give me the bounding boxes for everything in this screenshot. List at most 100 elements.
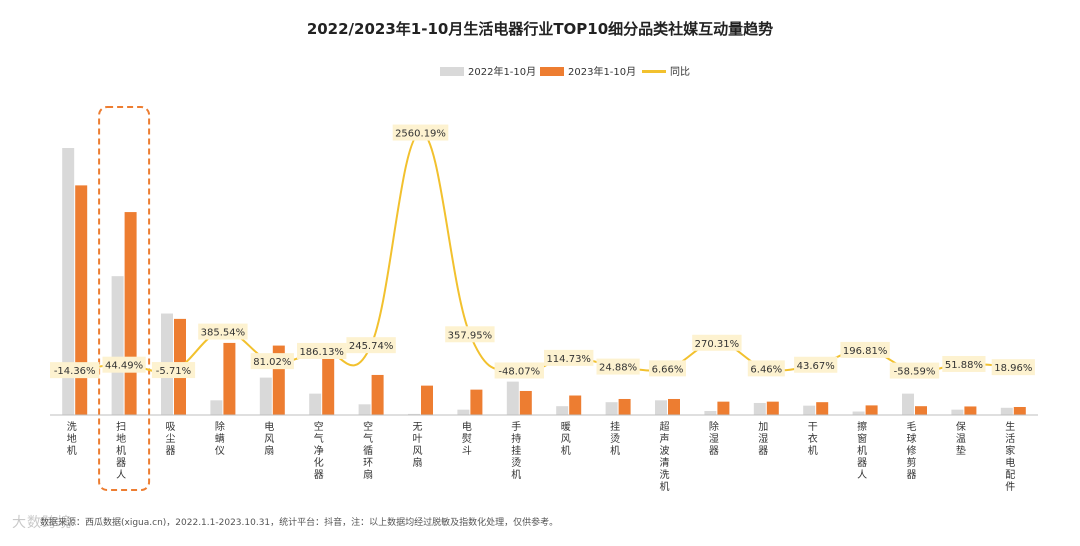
legend-swatch-0 — [440, 67, 464, 76]
x-tick-label-15: 干衣机 — [808, 422, 818, 457]
bar-2023-9 — [519, 390, 532, 415]
yoy-label-bg-10 — [544, 349, 594, 366]
x-tick-label-2: 吸尘器 — [166, 422, 176, 457]
yoy-label-bg-13 — [692, 334, 742, 351]
yoy-label-13: 270.31% — [692, 334, 742, 351]
yoy-label-text-1: 44.49% — [105, 361, 143, 372]
bar-2023-14 — [766, 401, 779, 415]
bar-2022-6 — [358, 404, 371, 415]
bar-2022-16 — [852, 411, 865, 415]
yoy-label-text-8: 357.95% — [448, 330, 493, 341]
yoy-label-bg-1 — [102, 356, 146, 373]
x-tick-label-8: 电熨斗 — [462, 420, 472, 457]
bar-2022-7 — [408, 413, 420, 415]
chart-legend: 2022年1-10月 2023年1-10月 同比 — [440, 65, 690, 78]
yoy-label-8: 357.95% — [445, 326, 495, 343]
bar-2022-5 — [309, 393, 322, 415]
yoy-label-1: 44.49% — [102, 356, 146, 373]
yoy-label-text-13: 270.31% — [695, 339, 740, 350]
yoy-label-0: -14.36% — [50, 362, 100, 379]
bar-2023-18 — [964, 406, 977, 415]
yoy-label-bg-4 — [250, 353, 294, 370]
x-tick-label-7: 无叶风扇 — [413, 422, 423, 469]
bar-2022-15 — [803, 405, 816, 415]
yoy-label-bg-16 — [840, 341, 890, 358]
x-tick-label-3: 除螨仪 — [215, 420, 225, 457]
yoy-label-16: 196.81% — [840, 341, 890, 358]
bar-2022-13 — [704, 410, 717, 415]
legend-swatch-1 — [540, 67, 564, 76]
yoy-label-bg-17 — [889, 362, 940, 379]
x-axis-tick-labels: 洗地机 扫地机器人 吸尘器 除螨仪 电风扇 空气净化器 空气循环扇 无叶风扇 电熨斗 手持挂烫机 暖… — [67, 420, 1016, 493]
yoy-label-text-2: -5.71% — [156, 366, 191, 377]
bar-2023-1 — [124, 212, 137, 415]
yoy-label-text-0: -14.36% — [54, 366, 96, 377]
yoy-label-bg-15 — [794, 356, 838, 373]
yoy-label-text-15: 43.67% — [797, 361, 835, 372]
bar-2023-15 — [816, 402, 829, 415]
x-tick-label-0: 洗地机 — [67, 421, 77, 457]
bar-2023-10 — [569, 395, 582, 415]
yoy-label-4: 81.02% — [250, 353, 294, 370]
yoy-label-19: 18.96% — [991, 359, 1035, 376]
yoy-data-labels: -14.36% 44.49% -5.71% 385.54% 81.02% 186.13% 2… — [50, 124, 1035, 379]
bar-2023-19 — [1013, 406, 1026, 415]
yoy-label-text-19: 18.96% — [994, 363, 1032, 374]
yoy-label-text-11: 24.88% — [599, 363, 637, 374]
x-tick-label-5: 空气净化器 — [314, 420, 324, 481]
yoy-label-bg-5 — [297, 342, 347, 359]
highlight-box — [98, 106, 151, 491]
series-yoy-line — [74, 131, 1014, 374]
bar-2023-13 — [717, 401, 730, 415]
bar-2022-10 — [556, 406, 569, 415]
yoy-label-text-14: 6.46% — [750, 364, 782, 375]
yoy-label-14: 6.46% — [747, 360, 785, 377]
yoy-label-bg-6 — [346, 337, 396, 354]
bar-2023-16 — [865, 405, 878, 415]
x-tick-label-14: 加湿器 — [758, 421, 768, 457]
yoy-label-15: 43.67% — [794, 356, 838, 373]
bar-2023-8 — [470, 389, 483, 415]
bar-2022-11 — [605, 402, 618, 415]
x-tick-label-4: 电风扇 — [264, 420, 274, 457]
yoy-label-bg-2 — [151, 362, 196, 379]
yoy-label-text-12: 6.66% — [652, 364, 684, 375]
yoy-label-bg-19 — [991, 359, 1035, 376]
yoy-label-text-5: 186.13% — [299, 347, 344, 358]
series-2023-bars — [75, 185, 1026, 415]
bar-2022-1 — [111, 276, 124, 415]
yoy-label-17: -58.59% — [889, 362, 940, 379]
chart-title: 2022/2023年1-10月生活电器行业TOP10细分品类社媒互动量趋势 — [307, 20, 773, 38]
yoy-label-text-6: 245.74% — [349, 341, 394, 352]
x-tick-label-18: 保温垫 — [956, 420, 966, 457]
yoy-label-2: -5.71% — [151, 362, 196, 379]
x-tick-label-17: 毛球修剪器 — [907, 421, 917, 481]
bar-2023-11 — [618, 398, 631, 415]
yoy-label-bg-0 — [50, 362, 100, 379]
yoy-label-bg-3 — [198, 323, 248, 340]
yoy-label-6: 245.74% — [346, 337, 396, 354]
x-tick-label-12: 超声波清洗机 — [660, 420, 670, 493]
yoy-label-text-7: 2560.19% — [395, 129, 446, 140]
yoy-label-bg-11 — [596, 358, 640, 375]
bar-2022-14 — [753, 402, 766, 415]
x-tick-label-6: 空气循环扇 — [363, 420, 373, 481]
x-tick-label-11: 挂烫机 — [610, 420, 620, 457]
yoy-label-bg-7 — [392, 124, 449, 141]
legend-label-1: 2023年1-10月 — [568, 65, 636, 78]
bar-2023-0 — [75, 185, 88, 415]
yoy-label-text-9: -48.07% — [498, 366, 540, 377]
yoy-label-10: 114.73% — [544, 349, 594, 366]
yoy-label-bg-12 — [649, 360, 686, 377]
bar-2022-9 — [506, 381, 519, 415]
yoy-label-11: 24.88% — [596, 358, 640, 375]
yoy-label-18: 51.88% — [942, 355, 986, 372]
bar-2022-19 — [1000, 407, 1013, 415]
bar-2022-0 — [62, 148, 75, 415]
yoy-label-bg-9 — [494, 362, 544, 379]
yoy-label-9: -48.07% — [494, 362, 544, 379]
yoy-label-7: 2560.19% — [392, 124, 449, 141]
yoy-label-5: 186.13% — [297, 342, 347, 359]
x-tick-label-10: 暖风机 — [561, 420, 571, 457]
yoy-label-text-17: -58.59% — [894, 367, 936, 378]
